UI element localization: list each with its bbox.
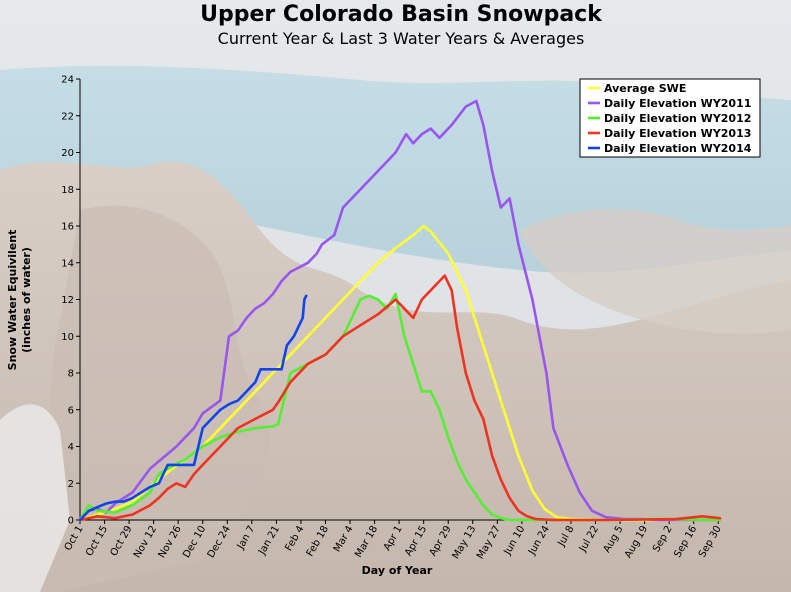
series-layer — [78, 99, 722, 522]
y-tick-label: 12 — [61, 295, 74, 306]
y-axis-title: Snow Water Equivilent (inches of water) — [6, 230, 33, 371]
legend-box — [579, 78, 761, 158]
y-tick-label: 18 — [61, 185, 74, 196]
legend-label-daily-elevation-wy2013: Daily Elevation WY2013 — [604, 127, 751, 140]
y-tick-label: 10 — [61, 332, 74, 343]
x-axis-title: Day of Year — [362, 564, 433, 577]
legend-label-average-swe: Average SWE — [604, 82, 686, 95]
y-tick-label: 20 — [61, 148, 74, 159]
y-tick-label: 2 — [68, 479, 74, 490]
y-axis-title-line1: Snow Water Equivilent — [6, 230, 19, 371]
y-tick-label: 14 — [61, 258, 74, 269]
chart-subtitle: Current Year & Last 3 Water Years & Aver… — [218, 29, 585, 48]
series-line-daily-elevation-wy2012 — [78, 292, 722, 522]
y-tick-label: 24 — [61, 75, 74, 86]
y-tick-label: 8 — [68, 369, 74, 380]
legend-items: Average SWE Daily Elevation WY2011 Daily E… — [588, 82, 752, 155]
chart-title: Upper Colorado Basin Snowpack — [200, 2, 603, 27]
y-tick-label: 16 — [61, 222, 74, 233]
legend-label-daily-elevation-wy2014: Daily Elevation WY2014 — [604, 142, 752, 155]
legend-label-daily-elevation-wy2011: Daily Elevation WY2011 — [604, 97, 751, 110]
y-tick-label: 6 — [68, 405, 74, 416]
series-line-average-swe — [78, 224, 722, 522]
y-tick-label: 4 — [68, 442, 74, 453]
legend: Average SWE Daily Elevation WY2011 Daily E… — [579, 78, 761, 158]
series-line-daily-elevation-wy2011 — [78, 99, 722, 522]
series-line-daily-elevation-wy2014 — [78, 294, 308, 522]
y-tick-label: 22 — [61, 111, 74, 122]
series-line-daily-elevation-wy2013 — [78, 274, 722, 522]
y-axis-title-line2: (inches of water) — [20, 247, 33, 353]
legend-label-daily-elevation-wy2012: Daily Elevation WY2012 — [604, 112, 751, 125]
y-tick-label: 0 — [68, 516, 74, 527]
